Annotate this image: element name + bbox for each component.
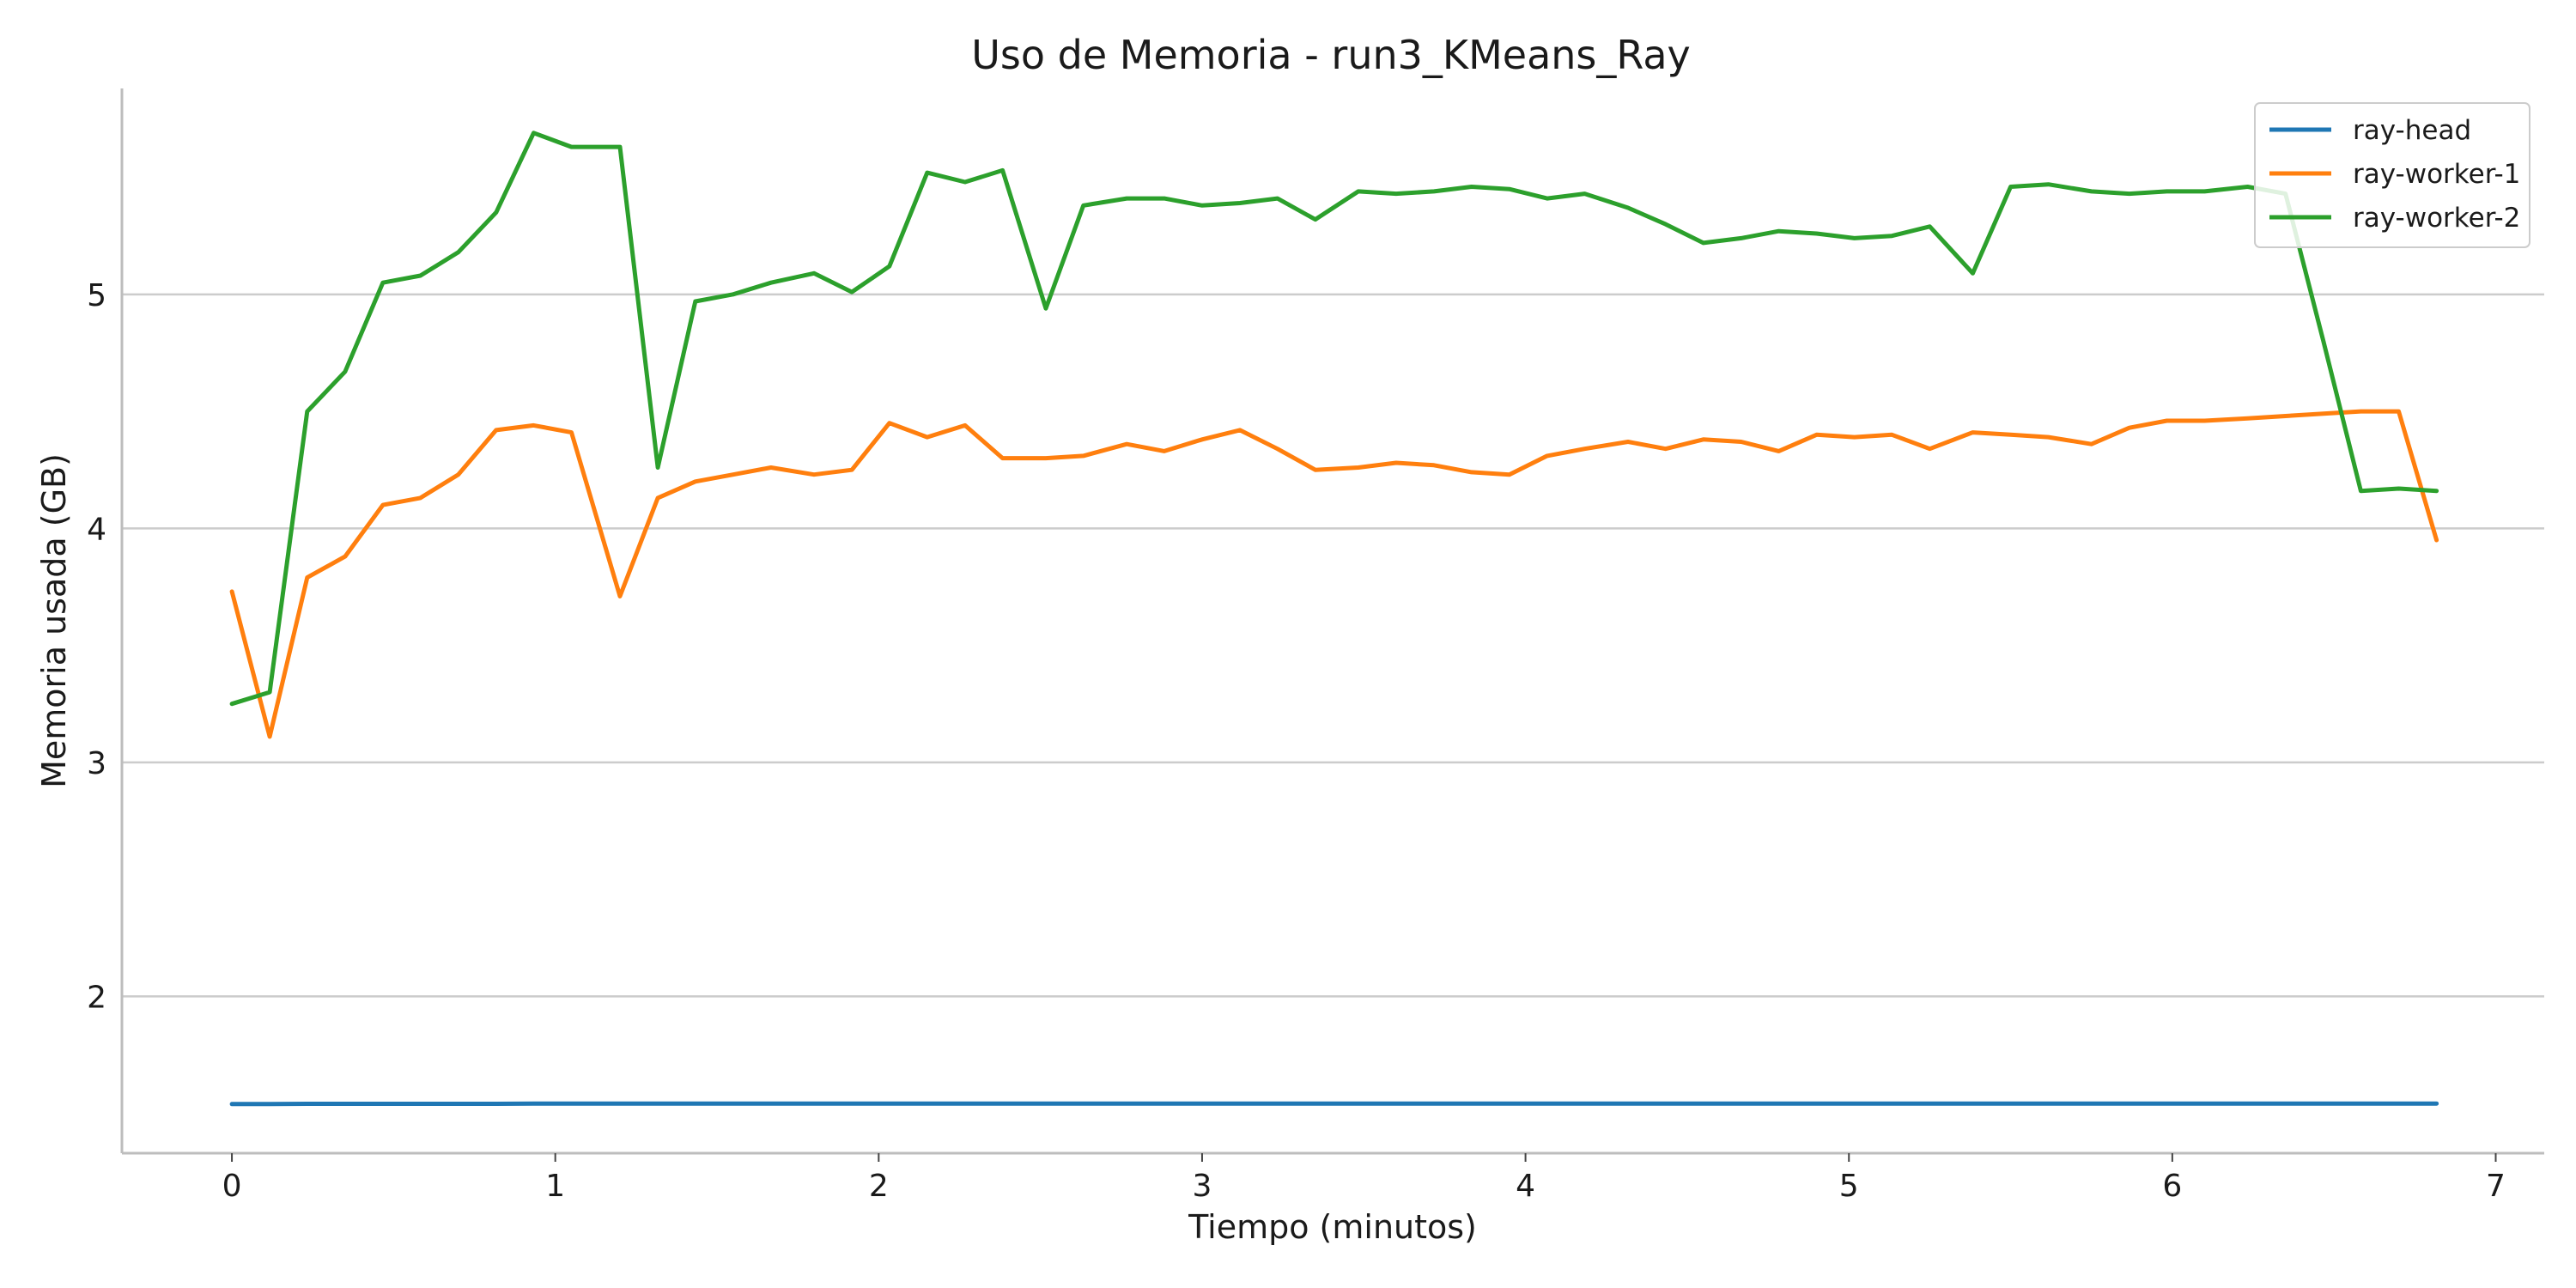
y-tick-label: 4 — [87, 512, 106, 547]
series-line-ray-worker-1 — [229, 409, 2439, 739]
x-tick-label: 7 — [2486, 1169, 2506, 1204]
series-line-ray-head — [229, 1101, 2439, 1107]
x-tick-label: 3 — [1193, 1169, 1212, 1204]
y-ticks: 2 3 4 5 — [87, 278, 106, 1016]
series-line-ray-worker-2 — [229, 131, 2439, 707]
legend-items: ray-head ray-worker-1 ray-worker-2 — [2269, 115, 2520, 234]
legend-label-ray-worker-2: ray-worker-2 — [2353, 203, 2520, 234]
grid-lines — [122, 293, 2544, 998]
x-tick-label: 4 — [1516, 1169, 1535, 1204]
legend-box — [2254, 102, 2530, 248]
x-tick-label: 2 — [869, 1169, 889, 1204]
x-tick-label: 6 — [2162, 1169, 2182, 1204]
y-tick-label: 3 — [87, 746, 106, 781]
x-tick-label: 0 — [222, 1169, 242, 1204]
y-tick-label: 2 — [87, 980, 106, 1015]
y-axis-label: Memoria usada (GB) — [35, 453, 73, 788]
legend-label-ray-worker-1: ray-worker-1 — [2353, 159, 2520, 190]
x-tick-label: 1 — [545, 1169, 565, 1204]
chart-title: Uso de Memoria - run3_KMeans_Ray — [971, 32, 1691, 78]
legend-label-ray-head: ray-head — [2353, 115, 2471, 146]
x-ticks: 0 1 2 3 4 5 6 7 — [222, 1153, 2506, 1204]
series-lines — [229, 131, 2439, 1107]
y-tick-label: 5 — [87, 278, 106, 313]
x-tick-label: 5 — [1839, 1169, 1859, 1204]
x-axis-label: Tiempo (minutos) — [1188, 1208, 1477, 1246]
legend: ray-head ray-worker-1 ray-worker-2 — [2254, 102, 2530, 248]
axes — [120, 88, 2544, 1155]
